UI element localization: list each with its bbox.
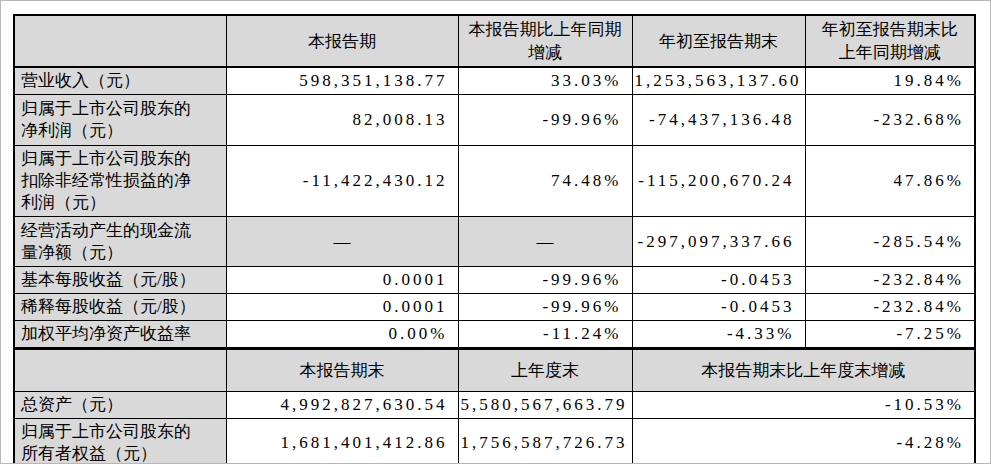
section1-header-row: 本报告期 本报告期比上年同期增减 年初至报告期末 年初至报告期末比上年同期增减 (14, 15, 975, 67)
row-label: 归属于上市公司股东的净利润（元） (14, 95, 226, 146)
value-cell: -74,437,136.48 (632, 95, 805, 146)
row-label: 基本每股收益（元/股） (14, 267, 226, 294)
value-cell: -10.53% (632, 392, 975, 419)
value-cell-dash: — (458, 217, 632, 267)
value-cell: -0.0453 (632, 294, 805, 321)
row-label: 加权平均净资产收益率 (14, 321, 226, 349)
value-cell: -232.84% (805, 294, 975, 321)
row-label: 经营活动产生的现金流量净额（元） (14, 217, 226, 267)
value-cell: 5,580,567,663.79 (458, 392, 632, 419)
table-row-weighted-avg-roe: 加权平均净资产收益率 0.00% -11.24% -4.33% -7.25% (14, 321, 975, 349)
table-row-diluted-eps: 稀释每股收益（元/股） 0.0001 -99.96% -0.0453 -232.… (14, 294, 975, 321)
section2-header-row: 本报告期末 上年度末 本报告期末比上年度末增减 (14, 349, 975, 392)
value-cell: 74.48% (458, 146, 632, 217)
table-row-basic-eps: 基本每股收益（元/股） 0.0001 -99.96% -0.0453 -232.… (14, 267, 975, 294)
column-header-period-end-vs-prior-year-end-change: 本报告期末比上年度末增减 (632, 349, 975, 392)
value-cell: -115,200,670.24 (632, 146, 805, 217)
column-header-end-of-prior-year: 上年度末 (458, 349, 632, 392)
value-cell: 47.86% (805, 146, 975, 217)
value-cell: 4,992,827,630.54 (226, 392, 458, 419)
value-cell: -285.54% (805, 217, 975, 267)
table-row-operating-cash-flow: 经营活动产生的现金流量净额（元） — — -297,097,337.66 -28… (14, 217, 975, 267)
value-cell-dash: — (226, 217, 458, 267)
value-cell: 1,756,587,726.73 (458, 419, 632, 464)
value-cell: 19.84% (805, 67, 975, 95)
row-label: 归属于上市公司股东的扣除非经常性损益的净利润（元） (14, 146, 226, 217)
value-cell: -7.25% (805, 321, 975, 349)
row-label: 稀释每股收益（元/股） (14, 294, 226, 321)
value-cell: 0.0001 (226, 267, 458, 294)
value-cell: -232.84% (805, 267, 975, 294)
value-cell: 33.03% (458, 67, 632, 95)
value-cell: -99.96% (458, 267, 632, 294)
column-header-ytd: 年初至报告期末 (632, 15, 805, 67)
value-cell: -99.96% (458, 95, 632, 146)
value-cell: -0.0453 (632, 267, 805, 294)
row-label: 归属于上市公司股东的所有者权益（元） (14, 419, 226, 464)
value-cell: 1,253,563,137.60 (632, 67, 805, 95)
column-header-end-of-period: 本报告期末 (226, 349, 458, 392)
row-label: 总资产（元） (14, 392, 226, 419)
table-row-total-assets: 总资产（元） 4,992,827,630.54 5,580,567,663.79… (14, 392, 975, 419)
value-cell: -99.96% (458, 294, 632, 321)
row-label: 营业收入（元） (14, 67, 226, 95)
table-row-owners-equity: 归属于上市公司股东的所有者权益（元） 1,681,401,412.86 1,75… (14, 419, 975, 464)
value-cell: -11,422,430.12 (226, 146, 458, 217)
value-cell: -4.33% (632, 321, 805, 349)
value-cell: 0.0001 (226, 294, 458, 321)
key-indicators-table: 本报告期 本报告期比上年同期增减 年初至报告期末 年初至报告期末比上年同期增减 … (13, 14, 976, 464)
value-cell: 1,681,401,412.86 (226, 419, 458, 464)
value-cell: 598,351,138.77 (226, 67, 458, 95)
table-row-net-profit: 归属于上市公司股东的净利润（元） 82,008.13 -99.96% -74,4… (14, 95, 975, 146)
value-cell: -232.68% (805, 95, 975, 146)
column-header-current-period: 本报告期 (226, 15, 458, 67)
corner-cell (14, 15, 226, 67)
value-cell: 0.00% (226, 321, 458, 349)
table-row-operating-revenue: 营业收入（元） 598,351,138.77 33.03% 1,253,563,… (14, 67, 975, 95)
table-row-net-profit-excl-nonrecurring: 归属于上市公司股东的扣除非经常性损益的净利润（元） -11,422,430.12… (14, 146, 975, 217)
value-cell: -11.24% (458, 321, 632, 349)
column-header-current-period-yoy-change: 本报告期比上年同期增减 (458, 15, 632, 67)
value-cell: 82,008.13 (226, 95, 458, 146)
corner-cell (14, 349, 226, 392)
value-cell: -4.28% (632, 419, 975, 464)
value-cell: -297,097,337.66 (632, 217, 805, 267)
column-header-ytd-yoy-change: 年初至报告期末比上年同期增减 (805, 15, 975, 67)
